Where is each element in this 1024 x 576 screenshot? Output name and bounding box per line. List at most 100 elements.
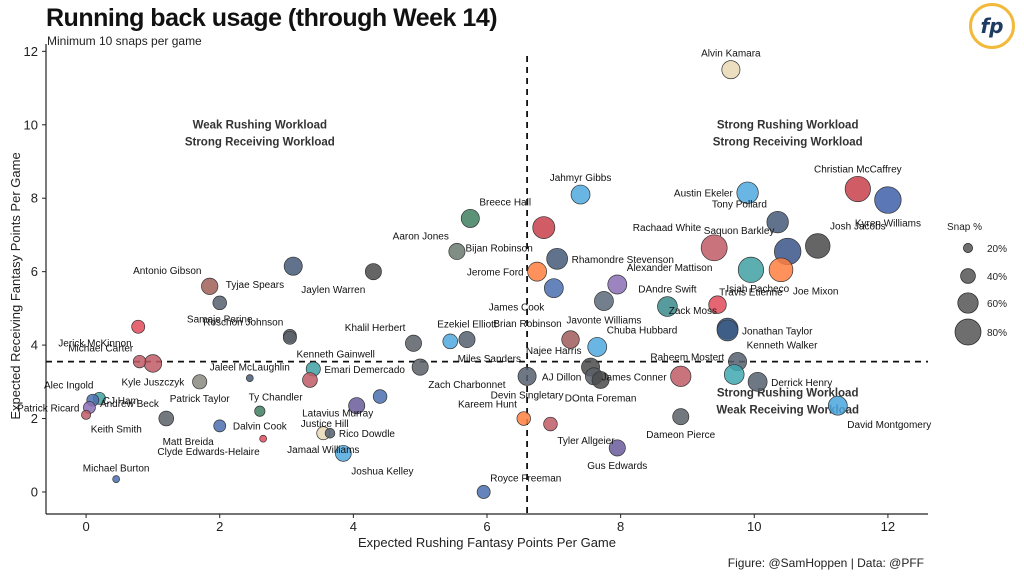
data-point bbox=[716, 319, 739, 342]
point-label: Rico Dowdle bbox=[339, 429, 396, 440]
legend-label: 80% bbox=[987, 328, 1007, 339]
data-point bbox=[131, 319, 146, 334]
data-point bbox=[348, 397, 366, 415]
data-point bbox=[302, 372, 318, 388]
point-label: Ezekiel Elliott bbox=[437, 319, 497, 330]
data-point bbox=[476, 485, 491, 499]
point-label: Dameon Pierce bbox=[646, 430, 715, 441]
point-label: Kareem Hunt bbox=[458, 400, 517, 411]
point-label: Jaleel McLaughlin bbox=[210, 363, 290, 374]
point-label: CJ Ham bbox=[103, 396, 139, 407]
x-tick-label: 6 bbox=[483, 519, 490, 534]
data-point bbox=[201, 277, 219, 295]
point-label: Gus Edwards bbox=[587, 461, 647, 472]
x-tick-label: 0 bbox=[82, 519, 89, 534]
data-point bbox=[708, 295, 727, 314]
point-label: Samaje Perine bbox=[187, 315, 253, 326]
quadrant-label: Weak Rushing Workload bbox=[193, 119, 327, 131]
chart-title: Running back usage (through Week 14) bbox=[46, 4, 498, 32]
point-label: Jonathan Taylor bbox=[742, 326, 813, 337]
y-tick-label: 10 bbox=[24, 117, 38, 132]
point-label: Royce Freeman bbox=[490, 473, 561, 484]
point-label: David Montgomery bbox=[847, 420, 931, 431]
point-label: Patrick Ricard bbox=[17, 404, 79, 415]
data-point bbox=[158, 410, 175, 427]
x-tick-label: 10 bbox=[747, 519, 761, 534]
point-label: Kenneth Walker bbox=[747, 341, 818, 352]
point-label: Jaylen Warren bbox=[301, 285, 365, 296]
data-points bbox=[81, 60, 902, 499]
chart-subtitle: Minimum 10 snaps per game bbox=[47, 34, 202, 48]
data-point bbox=[874, 186, 902, 214]
x-tick-label: 4 bbox=[350, 519, 357, 534]
data-point bbox=[721, 60, 741, 80]
data-point bbox=[442, 333, 459, 350]
point-label: Justice Hill bbox=[301, 419, 349, 430]
point-label: Clyde Edwards-Helaire bbox=[157, 447, 260, 458]
data-point bbox=[259, 434, 267, 443]
point-label: Andrew Beck bbox=[100, 399, 160, 410]
data-point bbox=[736, 181, 759, 204]
data-point bbox=[607, 274, 628, 295]
point-label: Bijan Robinson bbox=[465, 244, 532, 255]
point-label: Michael Carter bbox=[68, 343, 134, 354]
data-point bbox=[723, 364, 745, 385]
point-label: Raheem Mostert bbox=[650, 353, 724, 364]
quadrant-label: Strong Rushing Workload bbox=[717, 119, 859, 131]
point-label: Emari Demercado bbox=[324, 365, 405, 376]
data-point bbox=[587, 337, 608, 357]
data-point bbox=[460, 208, 480, 228]
point-label: DAndre Swift bbox=[638, 285, 697, 296]
data-point bbox=[546, 247, 568, 270]
point-label: Chuba Hubbard bbox=[607, 325, 678, 336]
data-point bbox=[543, 278, 564, 299]
x-axis-label: Expected Rushing Fantasy Points Per Game bbox=[358, 535, 616, 550]
data-point bbox=[448, 243, 466, 260]
point-label: Alvin Kamara bbox=[701, 49, 761, 60]
point-label: Isiah Pacheco bbox=[726, 284, 789, 295]
quadrant-guides bbox=[46, 56, 928, 514]
data-point bbox=[844, 175, 871, 203]
point-label: Saquon Barkley bbox=[704, 226, 775, 237]
data-point bbox=[543, 416, 558, 432]
quadrant-label: Strong Receiving Workload bbox=[185, 136, 335, 148]
point-label: DOnta Foreman bbox=[565, 393, 637, 404]
point-label: Brian Robinson bbox=[493, 319, 561, 330]
data-point bbox=[192, 374, 208, 390]
data-point bbox=[594, 291, 614, 311]
legend-marker bbox=[960, 268, 976, 284]
data-point bbox=[670, 365, 692, 387]
data-point bbox=[608, 439, 626, 457]
y-axis-label: Expected Receiving Fantasy Points Per Ga… bbox=[8, 152, 23, 419]
y-tick-label: 4 bbox=[31, 338, 38, 353]
point-label: Antonio Gibson bbox=[133, 266, 201, 277]
data-point bbox=[132, 354, 147, 369]
point-label: Austin Ekeler bbox=[674, 189, 734, 200]
point-label: James Conner bbox=[602, 372, 668, 383]
point-label: Latavius Murray bbox=[302, 408, 373, 419]
point-label: Kenneth Gainwell bbox=[296, 349, 374, 360]
point-label: Alec Ingold bbox=[44, 380, 93, 391]
logo-text: fp bbox=[980, 14, 1004, 38]
point-label: Josh Jacobs bbox=[830, 222, 886, 233]
point-label: Ty Chandler bbox=[249, 392, 304, 403]
point-label: Rachaad White bbox=[633, 223, 702, 234]
axes-group: 0 2 4 6 8 10 12 0 2 4 6 8 10 12 bbox=[24, 44, 928, 534]
legend-label: 60% bbox=[987, 299, 1007, 310]
quadrant-label: Strong Receiving Workload bbox=[713, 136, 863, 148]
data-point bbox=[516, 411, 531, 426]
data-point bbox=[672, 408, 690, 426]
legend-marker bbox=[957, 292, 979, 314]
quadrant-label: Strong Rushing Workload bbox=[717, 388, 859, 400]
data-point bbox=[282, 330, 297, 345]
data-point bbox=[570, 184, 591, 205]
point-label: Kyle Juszczyk bbox=[122, 377, 186, 388]
point-label: Aaron Jones bbox=[393, 231, 449, 242]
data-point bbox=[527, 261, 547, 282]
point-label: Breece Hall bbox=[479, 197, 531, 208]
data-point bbox=[364, 263, 382, 281]
brand-logo: fp bbox=[969, 3, 1015, 49]
point-label: Jahmyr Gibbs bbox=[550, 173, 612, 184]
data-point bbox=[335, 445, 352, 462]
